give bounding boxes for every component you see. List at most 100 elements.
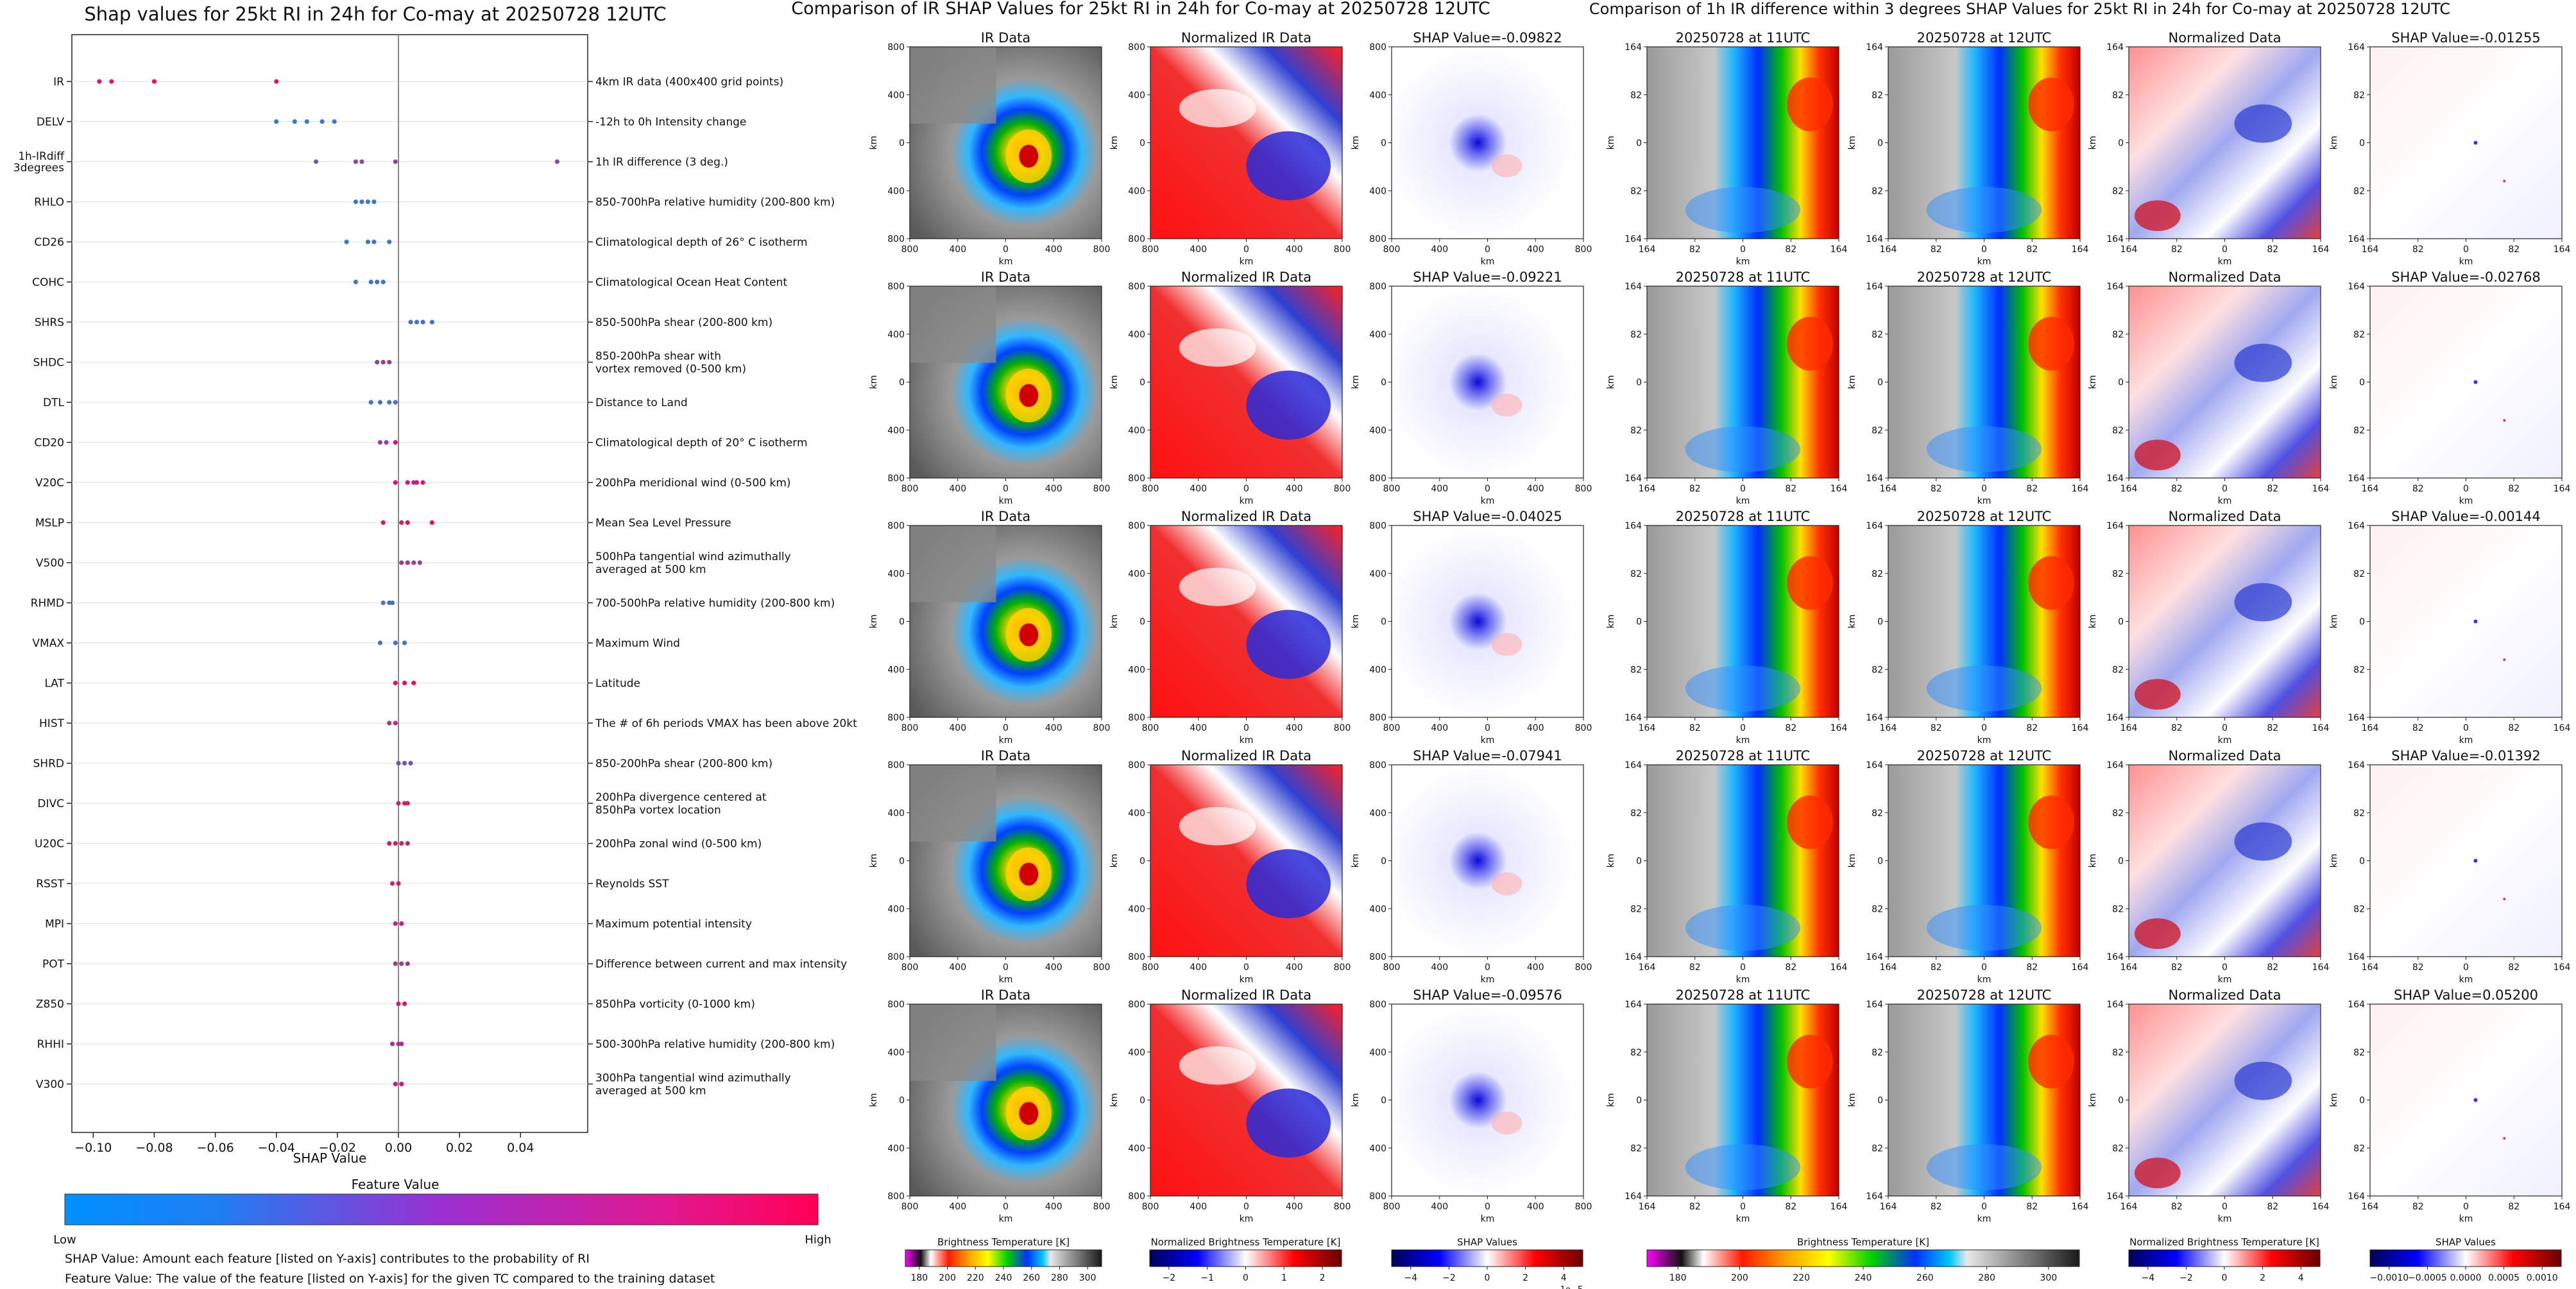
y-tick-label: 0 xyxy=(899,857,905,867)
map-panel: Normalized IR Data8008004004000040040080… xyxy=(1109,509,1351,746)
y-axis-label: km xyxy=(2088,375,2098,389)
x-tick-label: 82 xyxy=(1689,244,1701,255)
feature-code-label: COHC xyxy=(32,277,64,289)
normdiff-high-region xyxy=(2134,1157,2181,1189)
shap-point xyxy=(359,159,364,164)
shap-point xyxy=(393,921,398,926)
feature-code-label: LAT xyxy=(44,678,64,690)
colorbar-label: Normalized Brightness Temperature [K] xyxy=(2129,1236,2319,1248)
y-tick-label: 0 xyxy=(2118,378,2124,388)
x-tick-label: 0 xyxy=(1485,962,1490,973)
shap-point xyxy=(399,520,404,525)
x-tick-label: 82 xyxy=(2171,962,2183,973)
x-tick-label: −0.10 xyxy=(74,1141,112,1155)
feature-description-label: Maximum Wind xyxy=(595,637,680,650)
shap-point xyxy=(313,159,319,164)
x-tick-label: 82 xyxy=(1931,962,1942,973)
shap-speck xyxy=(2473,141,2478,145)
y-axis-label: km xyxy=(1109,854,1120,868)
shap-point xyxy=(375,359,380,365)
shap-point xyxy=(405,801,410,806)
x-tick-label: 800 xyxy=(1093,1202,1111,1212)
x-tick-label: 400 xyxy=(1286,723,1303,733)
feature-description-label: Climatological depth of 26° C isotherm xyxy=(595,236,808,249)
y-tick-label: 800 xyxy=(887,952,905,962)
x-tick-label: 82 xyxy=(2267,962,2278,973)
y-tick-label: 400 xyxy=(887,1048,905,1058)
y-tick-label: 0 xyxy=(1381,617,1386,627)
norm-neutral-region xyxy=(1179,567,1256,606)
feature-description-label: 4km IR data (400x400 grid points) xyxy=(595,76,783,89)
x-tick-label: 82 xyxy=(2267,244,2278,255)
y-tick-label: 0 xyxy=(1636,1096,1642,1106)
y-tick-label: 0 xyxy=(2359,857,2365,867)
norm-low-region xyxy=(1246,610,1331,679)
x-tick-label: 82 xyxy=(2171,723,2183,733)
y-tick-label: 0 xyxy=(2118,617,2124,627)
shap-speck xyxy=(2473,1098,2478,1102)
shap-point xyxy=(408,320,413,325)
irdiff-cool-band xyxy=(1926,187,2042,234)
x-axis-label: km xyxy=(1736,496,1750,506)
y-tick-label: 800 xyxy=(887,1000,905,1010)
irdiff-cool-band xyxy=(1685,1144,1801,1191)
y-tick-label: 800 xyxy=(1369,760,1386,771)
x-tick-label: 800 xyxy=(1142,484,1159,494)
panel-title: SHAP Value=0.05200 xyxy=(2394,987,2538,1003)
x-tick-label: 164 xyxy=(2072,484,2089,494)
norm-low-region xyxy=(1246,370,1331,440)
y-tick-label: 0 xyxy=(1381,857,1386,867)
x-axis-label: km xyxy=(1736,975,1750,985)
x-axis-label: km xyxy=(999,975,1013,985)
y-tick-label: 82 xyxy=(2112,808,2124,819)
y-tick-label: 0 xyxy=(2118,1096,2124,1106)
y-tick-label: 164 xyxy=(2106,234,2124,244)
y-tick-label: 400 xyxy=(1369,665,1386,675)
x-tick-label: 82 xyxy=(1689,484,1701,494)
map-panel: 20250728 at 12UTC1641648282008282164164k… xyxy=(1847,987,2088,1224)
feature-description-label: 850-500hPa shear (200-800 km) xyxy=(595,316,772,329)
shap-point xyxy=(393,1081,398,1087)
feature-code-label: POT xyxy=(42,958,65,971)
shap-point xyxy=(393,961,398,966)
x-tick-label: 800 xyxy=(1383,244,1401,255)
x-tick-label: 164 xyxy=(2072,723,2089,733)
x-tick-label: 164 xyxy=(1830,244,1848,255)
x-tick-label: 164 xyxy=(2120,1202,2138,1212)
y-tick-label: 800 xyxy=(1369,713,1386,723)
y-tick-label: 82 xyxy=(1872,1143,1883,1154)
y-tick-label: 164 xyxy=(2106,42,2124,53)
x-tick-label: 164 xyxy=(1639,244,1656,255)
y-tick-label: 0 xyxy=(1139,139,1145,149)
x-tick-label: 800 xyxy=(1142,244,1159,255)
y-tick-label: 0 xyxy=(2118,139,2124,149)
y-tick-label: 0 xyxy=(2118,857,2124,867)
normdiff-high-region xyxy=(2134,679,2181,710)
y-axis-label: km xyxy=(2329,854,2339,868)
panel-title: Normalized Data xyxy=(2169,509,2282,524)
y-tick-label: 800 xyxy=(887,282,905,292)
y-tick-label: 164 xyxy=(1625,474,1642,484)
shap-point xyxy=(375,279,380,285)
colorbar-tick-label: 200 xyxy=(1731,1273,1748,1283)
x-tick-label: 800 xyxy=(901,1202,919,1212)
shap-point xyxy=(554,159,560,164)
y-tick-label: 800 xyxy=(887,521,905,531)
y-tick-label: 82 xyxy=(1630,569,1642,579)
x-tick-label: 164 xyxy=(1830,723,1848,733)
map-panel: SHAP Value=-0.09822800800400400004004008… xyxy=(1351,30,1592,267)
x-tick-label: 82 xyxy=(2508,1202,2520,1212)
shap-point xyxy=(420,480,425,485)
panel-title: Normalized Data xyxy=(2169,748,2282,764)
map-panel: 20250728 at 11UTC1641648282008282164164k… xyxy=(1606,30,1847,267)
x-tick-label: 82 xyxy=(2171,484,2183,494)
colorbar-gradient xyxy=(1149,1249,1342,1267)
y-axis-label: km xyxy=(1606,854,1616,868)
y-tick-label: 164 xyxy=(2106,1191,2124,1202)
y-tick-label: 82 xyxy=(2353,1048,2365,1058)
x-tick-label: 82 xyxy=(2508,962,2520,973)
panel-title: 20250728 at 11UTC xyxy=(1676,30,1811,46)
x-tick-label: 164 xyxy=(1880,244,1897,255)
y-axis-label: km xyxy=(2088,1093,2098,1107)
x-axis-label: km xyxy=(1240,975,1254,985)
